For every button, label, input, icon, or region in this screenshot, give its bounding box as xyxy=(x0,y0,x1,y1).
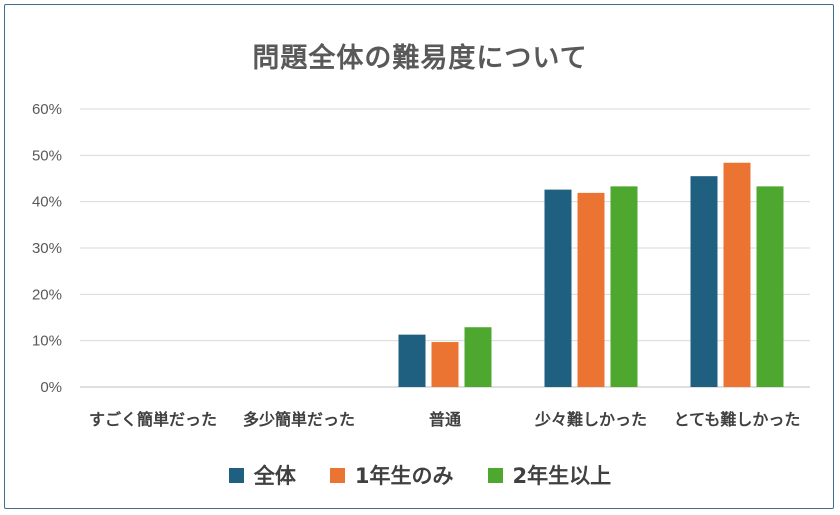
legend-item: 1年生のみ xyxy=(329,460,454,490)
legend-label: 全体 xyxy=(253,464,296,488)
bar xyxy=(431,342,459,387)
bar xyxy=(756,186,784,387)
x-category-label: 普通 xyxy=(429,410,461,429)
bars xyxy=(398,162,784,387)
y-tick-label: 40% xyxy=(32,194,62,211)
y-tick-label: 50% xyxy=(32,147,62,164)
x-category-label: すごく簡単だった xyxy=(89,410,217,429)
bar xyxy=(610,186,638,387)
x-category-label: とても難しかった xyxy=(674,410,801,429)
bar xyxy=(577,192,605,387)
x-axis-categories: すごく簡単だった 多少簡単だった 普通 少々難しかった とても難しかった xyxy=(89,410,800,429)
bar xyxy=(690,176,718,387)
bar xyxy=(723,162,751,387)
y-tick-label: 30% xyxy=(32,240,62,257)
gridlines xyxy=(80,108,810,388)
bar xyxy=(464,327,492,387)
legend-swatch xyxy=(329,467,345,483)
legend-item: 全体 xyxy=(228,460,296,490)
legend-swatch xyxy=(487,467,503,483)
bar xyxy=(398,334,426,387)
legend-label: 2年生以上 xyxy=(512,464,612,488)
x-category-label: 少々難しかった xyxy=(534,410,647,429)
legend-label: 1年生のみ xyxy=(354,464,454,488)
legend-swatch xyxy=(228,467,244,483)
y-tick-label: 0% xyxy=(40,379,62,396)
y-tick-label: 60% xyxy=(32,101,62,118)
y-tick-label: 20% xyxy=(32,286,62,303)
legend: 全体 1年生のみ 2年生以上 xyxy=(0,460,840,490)
y-axis-ticks: 0% 10% 20% 30% 40% 50% 60% xyxy=(32,101,62,396)
legend-item: 2年生以上 xyxy=(487,460,612,490)
x-category-label: 多少簡単だった xyxy=(243,410,355,429)
chart-title: 問題全体の難易度について xyxy=(252,43,588,74)
y-tick-label: 10% xyxy=(32,333,62,350)
bar xyxy=(544,189,572,387)
